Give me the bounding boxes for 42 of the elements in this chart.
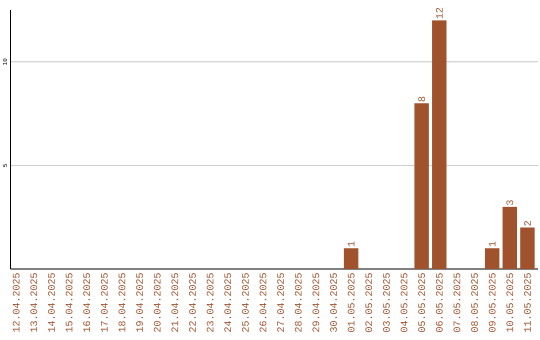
x-tick-label: 01.05.2025 [348, 273, 355, 332]
x-tick-label: 20.04.2025 [154, 273, 161, 332]
x-tick-label: 16.04.2025 [83, 273, 90, 332]
data-label: 2 [524, 221, 531, 226]
x-tick-label: 08.05.2025 [471, 273, 478, 332]
bar [432, 20, 447, 269]
x-tick-label: 17.04.2025 [100, 273, 108, 332]
x-tick-label: 12.04.2025 [12, 273, 20, 332]
x-tick-label: 09.05.2025 [488, 273, 496, 332]
x-tick-label: 19.04.2025 [136, 273, 143, 332]
bar [502, 206, 518, 269]
x-tick-label: 03.05.2025 [382, 273, 390, 332]
x-tick-label: 28.04.2025 [294, 273, 302, 332]
data-label: 3 [506, 200, 514, 206]
x-tick-label: 04.05.2025 [400, 273, 408, 332]
bar [520, 228, 535, 269]
x-tick-label: 14.04.2025 [48, 273, 55, 332]
x-tick-label: 05.05.2025 [418, 273, 426, 332]
bar [414, 103, 429, 269]
x-tick-label: 10.05.2025 [506, 273, 514, 332]
x-tick-label: 25.04.2025 [242, 273, 249, 332]
x-tick-label: 27.04.2025 [277, 273, 284, 332]
x-tick-label: 29.04.2025 [312, 273, 320, 332]
x-tick-label: 22.04.2025 [189, 273, 196, 332]
x-tick-label: 06.05.2025 [436, 273, 443, 332]
data-label: 12 [436, 8, 443, 18]
data-label: 1 [348, 242, 354, 246]
bar [344, 248, 358, 269]
x-tick-label: 23.04.2025 [206, 273, 214, 332]
x-tick-label: 18.04.2025 [118, 273, 126, 332]
x-tick-label: 15.04.2025 [66, 273, 72, 332]
x-tick-label: 30.04.2025 [330, 273, 337, 332]
x-tick-label: 24.04.2025 [224, 273, 232, 332]
x-tick-label: 13.04.2025 [30, 273, 38, 332]
x-tick-label: 21.04.2025 [171, 273, 178, 332]
data-label: 1 [488, 242, 496, 246]
bar [484, 248, 500, 269]
x-tick-label: 07.05.2025 [454, 273, 460, 332]
x-tick-label: 02.05.2025 [365, 273, 372, 332]
x-tick-label: 11.05.2025 [524, 273, 531, 332]
data-label: 8 [418, 96, 426, 102]
x-tick-label: 26.04.2025 [260, 273, 266, 332]
